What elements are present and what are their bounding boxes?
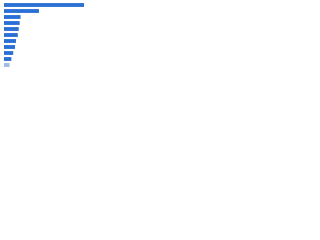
bar: [4, 21, 20, 25]
bar: [4, 45, 16, 49]
bar: [4, 3, 85, 7]
page: {"chart_data": {"type": "bar", "orientat…: [0, 0, 100, 71]
bar: [4, 27, 19, 31]
bar: [4, 39, 16, 43]
chart: [4, 3, 85, 67]
bar: [4, 9, 39, 13]
bar: [4, 57, 12, 61]
bar: [4, 15, 21, 19]
bar: [4, 33, 18, 37]
bar: [4, 51, 14, 55]
bar: [4, 63, 10, 67]
